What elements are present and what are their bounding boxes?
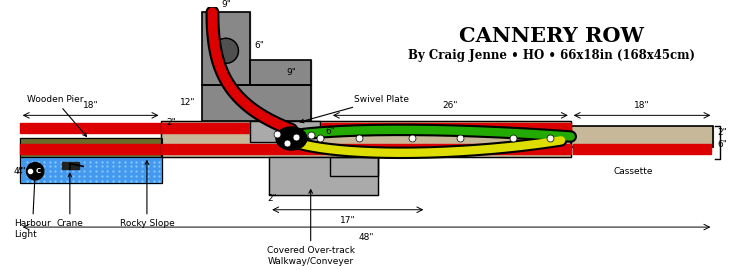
Text: Crane: Crane (56, 173, 84, 228)
Text: C: C (36, 168, 41, 174)
Bar (202, 12, 250, 85)
Bar (20, 123, 162, 133)
Bar (62, 161, 79, 169)
Text: 6": 6" (255, 42, 265, 50)
Text: Wooden Pier: Wooden Pier (27, 95, 87, 136)
Ellipse shape (276, 127, 307, 150)
Bar (269, 157, 378, 195)
Bar (202, 12, 250, 85)
Bar (20, 144, 162, 154)
Bar (573, 144, 711, 154)
Text: Rocky Slope: Rocky Slope (120, 161, 175, 228)
Bar (161, 123, 571, 133)
Bar (202, 85, 311, 121)
Bar (161, 121, 571, 157)
Text: 9": 9" (221, 0, 231, 9)
Text: 26": 26" (443, 100, 458, 110)
Bar (330, 157, 378, 176)
Text: Swivel Plate: Swivel Plate (300, 95, 409, 123)
Bar (571, 126, 713, 147)
Bar (202, 85, 311, 121)
Text: 48": 48" (359, 233, 374, 242)
Text: CANNERY ROW: CANNERY ROW (459, 26, 644, 46)
Bar (571, 126, 713, 147)
Text: 12": 12" (180, 98, 195, 107)
Bar (161, 121, 571, 157)
Text: Covered Over-track
Walkway/Conveyer: Covered Over-track Walkway/Conveyer (266, 190, 354, 266)
Circle shape (213, 38, 238, 63)
Text: 4": 4" (17, 167, 27, 176)
Text: 6": 6" (717, 140, 727, 149)
Circle shape (27, 163, 44, 180)
Text: 18": 18" (634, 100, 650, 110)
Bar (250, 121, 320, 142)
Bar (250, 60, 311, 85)
Text: Harbour
Light: Harbour Light (14, 175, 51, 239)
Bar (269, 157, 378, 195)
Text: 2": 2" (166, 118, 176, 127)
Bar (20, 157, 162, 183)
Text: 2": 2" (717, 128, 727, 137)
Text: 17": 17" (340, 215, 356, 225)
Text: 9": 9" (286, 69, 297, 77)
Text: Cassette: Cassette (613, 167, 653, 176)
Bar (250, 121, 320, 142)
Text: 6": 6" (325, 127, 335, 136)
Bar (20, 137, 162, 157)
Text: 2": 2" (267, 194, 277, 203)
Text: 4": 4" (14, 167, 24, 176)
Bar (250, 60, 311, 85)
Bar (20, 137, 162, 157)
Text: 18": 18" (83, 100, 98, 110)
Text: By Craig Jenne • HO • 66x18in (168x45cm): By Craig Jenne • HO • 66x18in (168x45cm) (408, 49, 695, 62)
Bar (161, 144, 571, 154)
Bar (330, 157, 378, 176)
Bar (20, 157, 162, 183)
